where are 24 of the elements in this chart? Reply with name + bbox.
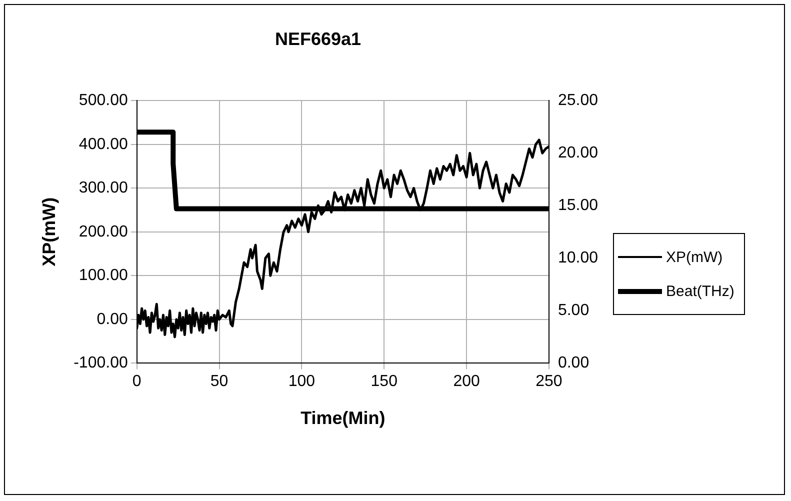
y-tick-label: 0.00 bbox=[96, 310, 128, 328]
y2-tick-label: 10.00 bbox=[558, 250, 598, 267]
y-tick-label: 300.00 bbox=[78, 180, 128, 197]
y-tick-label: 200.00 bbox=[78, 223, 128, 240]
y2-tick-label: 20.00 bbox=[558, 144, 598, 162]
y2-tick-label: 25.00 bbox=[558, 92, 598, 110]
y-tick-label: -100.00 bbox=[74, 354, 128, 372]
legend-label: XP(mW) bbox=[666, 248, 723, 266]
x-axis-title: Time(Min) bbox=[300, 408, 386, 428]
x-tick-label: 150 bbox=[370, 373, 398, 390]
y-tick-label: 500.00 bbox=[78, 92, 128, 110]
y-tick-label: 400.00 bbox=[78, 136, 128, 153]
y2-tick-label: 5.00 bbox=[558, 302, 590, 320]
x-tick-label: 100 bbox=[288, 373, 316, 390]
y2-tick-label: 15.00 bbox=[558, 197, 598, 214]
x-tick-label: 0 bbox=[132, 373, 142, 390]
x-tick-label: 50 bbox=[210, 373, 228, 390]
y-axis-title: XP(mW) bbox=[38, 197, 59, 266]
legend-label: Beat(THz) bbox=[666, 282, 734, 300]
y-tick-label: 100.00 bbox=[78, 267, 128, 284]
x-tick-label: 250 bbox=[536, 373, 562, 390]
y2-tick-label: 0.00 bbox=[558, 354, 590, 372]
x-tick-label: 200 bbox=[453, 373, 480, 390]
chart-title: NEF669a1 bbox=[274, 28, 362, 49]
